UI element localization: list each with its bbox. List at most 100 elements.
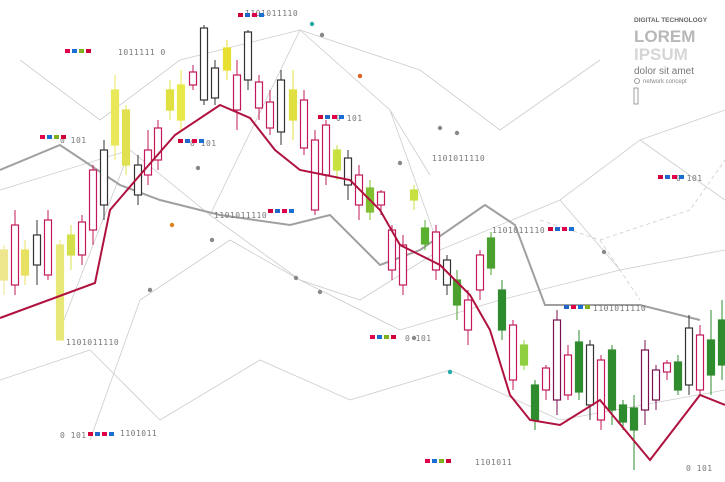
marker [569, 227, 574, 231]
candle-body [574, 341, 584, 393]
candle-body [508, 324, 518, 381]
candle-body [232, 74, 242, 111]
network-dot [437, 125, 443, 131]
marker [425, 459, 430, 463]
candle-body [607, 349, 617, 411]
marker [185, 139, 190, 143]
marker [562, 227, 567, 231]
marker [446, 459, 451, 463]
marker [564, 305, 569, 309]
candle-body [673, 361, 683, 391]
caption-icon [634, 78, 640, 84]
candle-body [210, 67, 220, 99]
network-dot [169, 222, 175, 228]
marker [370, 335, 375, 339]
network-dot [195, 165, 201, 171]
marker [252, 13, 257, 17]
marker [384, 335, 389, 339]
marker [578, 305, 583, 309]
marker [192, 139, 197, 143]
marker [65, 49, 70, 53]
network-path [89, 239, 725, 441]
marker [61, 135, 66, 139]
candle-body [276, 79, 286, 133]
category: DIGITAL TECHNOLOGY [634, 17, 708, 24]
title-line1: LOREM [634, 27, 695, 46]
marker [548, 227, 553, 231]
candle-body [541, 367, 551, 391]
marker [377, 335, 382, 339]
marker [391, 335, 396, 339]
candle-body [552, 319, 562, 401]
candle-body [165, 89, 175, 111]
candle-body [310, 139, 320, 211]
candle-body [706, 339, 716, 376]
candle-body [55, 244, 65, 341]
candle-body [695, 334, 705, 391]
candle-body [32, 234, 42, 266]
marker [268, 209, 273, 213]
candle-body [431, 231, 441, 271]
binary-label: 1101011110 [593, 304, 646, 313]
header-block: DIGITAL TECHNOLOGY LOREM IPSUM dolor sit… [633, 17, 708, 105]
network-path [19, 29, 601, 131]
network-dot [319, 32, 325, 38]
marker [665, 175, 670, 179]
candle-body [563, 354, 573, 396]
binary-label: 0 101 [60, 431, 87, 440]
candle-body [10, 224, 20, 286]
marker [238, 13, 243, 17]
binary-label: 0 101 [686, 464, 713, 473]
candle-body [153, 127, 163, 161]
candle-body [99, 149, 109, 206]
binary-label: 0 101 [405, 334, 432, 343]
moving-average-line [0, 103, 725, 462]
candle-body [530, 384, 540, 421]
binary-label: 1101011110 [432, 154, 485, 163]
candle-body [88, 169, 98, 231]
candle-body [222, 47, 232, 71]
binary-label: 0 101 [676, 174, 703, 183]
network-lines [0, 29, 725, 441]
binary-label: 1101011110 [214, 211, 267, 220]
binary-label: 0 101 [190, 139, 217, 148]
marker [95, 432, 100, 436]
network-dot [397, 160, 403, 166]
binary-label: 1101011110 [66, 338, 119, 347]
network-dot [601, 249, 607, 255]
marker [259, 13, 264, 17]
marker [332, 115, 337, 119]
candle-body [629, 407, 639, 431]
candle-body [243, 31, 253, 81]
binary-label: 1101011110 [492, 226, 545, 235]
candle-body [43, 219, 53, 276]
candle-body [596, 359, 606, 421]
marker [555, 227, 560, 231]
candle-body [299, 99, 309, 149]
candle-body [176, 84, 186, 121]
marker [47, 135, 52, 139]
candle-body [640, 349, 650, 411]
network-dot [309, 21, 315, 27]
marker [679, 175, 684, 179]
color-markers [40, 13, 684, 463]
candle-body [519, 344, 529, 366]
marker [439, 459, 444, 463]
candle-body [475, 254, 485, 291]
network-dot [147, 287, 153, 293]
network-path [0, 349, 725, 421]
candle-body [463, 299, 473, 331]
marker [289, 209, 294, 213]
bar-icon [633, 87, 639, 105]
network-path [59, 109, 725, 331]
candle-body [409, 189, 419, 201]
network-dot [293, 275, 299, 281]
network-dot [447, 369, 453, 375]
subtitle: dolor sit amet [634, 66, 694, 77]
marker [672, 175, 677, 179]
binary-label: 0 101 [336, 114, 363, 123]
marker [88, 432, 93, 436]
marker [585, 305, 590, 309]
